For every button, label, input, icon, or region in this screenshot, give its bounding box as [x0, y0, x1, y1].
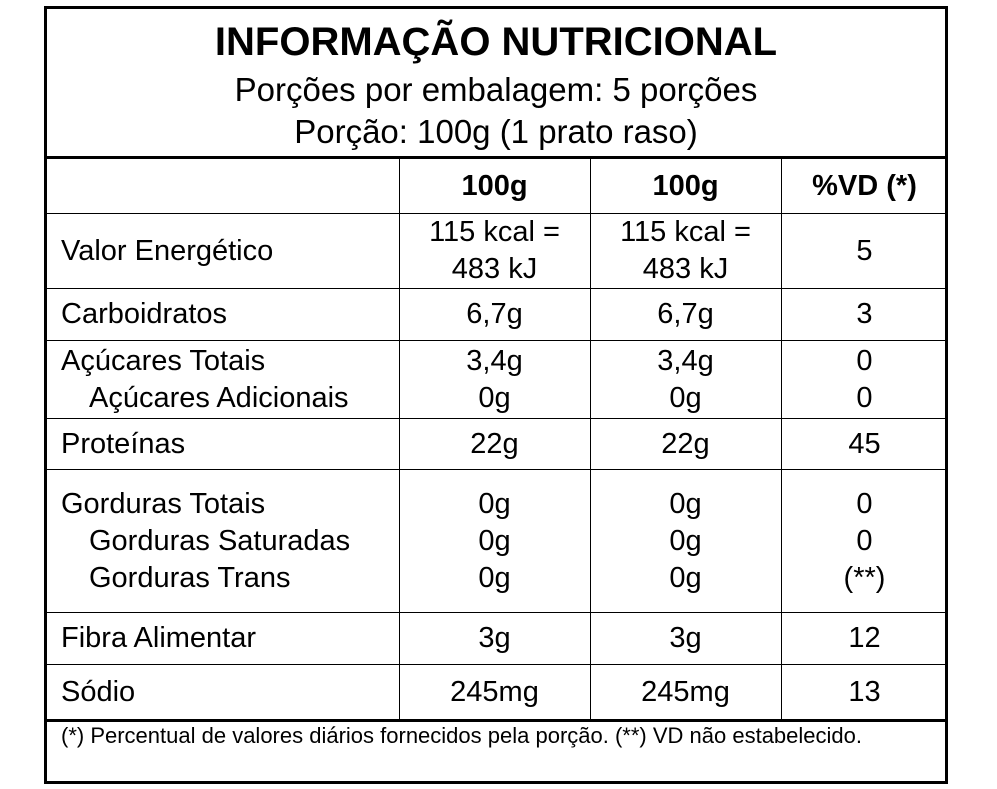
- table-row-energy: Valor Energético 115 kcal = 483 kJ 115 k…: [47, 213, 948, 289]
- fats-value-1: 0g 0g 0g: [398, 469, 591, 613]
- fats-dv: 0 0 (**): [780, 469, 948, 613]
- footnote: (*) Percentual de valores diários fornec…: [61, 723, 862, 748]
- protein-value-1: 22g: [398, 418, 591, 470]
- carbs-dv: 3: [780, 288, 948, 341]
- sodium-dv: 13: [780, 664, 948, 722]
- protein-dv: 45: [780, 418, 948, 470]
- protein-value-2: 22g: [589, 418, 782, 470]
- servings-per-package: Porções por embalagem: 5 porções: [234, 71, 758, 108]
- table-row-fiber: Fibra Alimentar 3g 3g 12: [47, 612, 948, 665]
- column-header-100g-2: 100g: [589, 159, 782, 214]
- table-row-sugars: Açúcares Totais Açúcares Adicionais 3,4g…: [47, 340, 948, 419]
- nutrition-facts-label: INFORMAÇÃO NUTRICIONAL Porções por embal…: [44, 6, 948, 784]
- fats-value-2: 0g 0g 0g: [589, 469, 782, 613]
- row-name-sugars: Açúcares Totais Açúcares Adicionais: [47, 340, 400, 419]
- table-row-fats: Gorduras Totais Gorduras Saturadas Gordu…: [47, 469, 948, 613]
- sugars-value-1: 3,4g 0g: [398, 340, 591, 419]
- row-name-protein: Proteínas: [47, 418, 400, 470]
- saturated-fat-value-1: 0g: [478, 524, 511, 557]
- sugars-dv: 0 0: [780, 340, 948, 419]
- row-name-total-fat: Gorduras Totais: [61, 487, 266, 520]
- row-name-saturated-fat: Gorduras Saturadas: [89, 524, 351, 557]
- column-header-name: [47, 159, 400, 214]
- sodium-value-1: 245mg: [398, 664, 591, 722]
- label-header: INFORMAÇÃO NUTRICIONAL Porções por embal…: [47, 9, 945, 159]
- serving-size: Porção: 100g (1 prato raso): [294, 113, 698, 150]
- nutrition-table: 100g 100g %VD (*) Valor Energético 115 k…: [47, 159, 948, 722]
- label-title: INFORMAÇÃO NUTRICIONAL: [214, 20, 778, 64]
- table-row-carbs: Carboidratos 6,7g 6,7g 3: [47, 288, 948, 341]
- added-sugars-value-1: 0g: [478, 381, 511, 414]
- fiber-dv: 12: [780, 612, 948, 665]
- saturated-fat-dv: 0: [856, 524, 873, 557]
- added-sugars-dv: 0: [856, 381, 873, 414]
- total-sugars-value-1: 3,4g: [466, 344, 523, 377]
- row-name-added-sugars: Açúcares Adicionais: [89, 381, 349, 414]
- energy-value-1-kcal: 115 kcal =: [429, 216, 560, 248]
- carbs-value-2: 6,7g: [589, 288, 782, 341]
- table-row-protein: Proteínas 22g 22g 45: [47, 418, 948, 470]
- table-row-sodium: Sódio 245mg 245mg 13: [47, 664, 948, 722]
- column-header-100g-1: 100g: [398, 159, 591, 214]
- sugars-value-2: 3,4g 0g: [589, 340, 782, 419]
- total-fat-dv: 0: [856, 487, 873, 520]
- trans-fat-value-1: 0g: [478, 561, 511, 594]
- carbs-value-1: 6,7g: [398, 288, 591, 341]
- total-fat-value-1: 0g: [478, 487, 511, 520]
- row-name-sodium: Sódio: [47, 664, 400, 722]
- energy-value-1: 115 kcal = 483 kJ: [398, 213, 591, 289]
- row-name-carbs: Carboidratos: [47, 288, 400, 341]
- trans-fat-value-2: 0g: [669, 561, 702, 594]
- energy-value-2-kcal: 115 kcal =: [620, 216, 751, 248]
- row-name-trans-fat: Gorduras Trans: [89, 561, 291, 594]
- row-name-total-sugars: Açúcares Totais: [61, 344, 266, 377]
- sodium-value-2: 245mg: [589, 664, 782, 722]
- energy-value-1-kj: 483 kJ: [451, 253, 538, 285]
- energy-dv: 5: [780, 213, 948, 289]
- total-fat-value-2: 0g: [669, 487, 702, 520]
- added-sugars-value-2: 0g: [669, 381, 702, 414]
- energy-value-2: 115 kcal = 483 kJ: [589, 213, 782, 289]
- fiber-value-2: 3g: [589, 612, 782, 665]
- energy-value-2-kj: 483 kJ: [642, 253, 729, 285]
- trans-fat-dv: (**): [843, 561, 886, 594]
- table-header-row: 100g 100g %VD (*): [47, 159, 948, 214]
- fiber-value-1: 3g: [398, 612, 591, 665]
- row-name-energy: Valor Energético: [47, 213, 400, 289]
- row-name-fiber: Fibra Alimentar: [47, 612, 400, 665]
- saturated-fat-value-2: 0g: [669, 524, 702, 557]
- row-name-fats: Gorduras Totais Gorduras Saturadas Gordu…: [47, 469, 400, 613]
- total-sugars-value-2: 3,4g: [657, 344, 714, 377]
- total-sugars-dv: 0: [856, 344, 873, 377]
- column-header-dv: %VD (*): [780, 159, 948, 214]
